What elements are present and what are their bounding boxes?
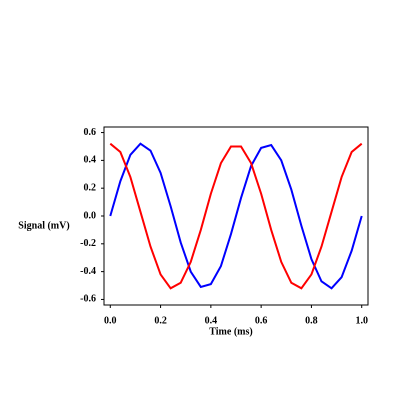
y-axis-label: Signal (mV)	[18, 220, 69, 231]
y-tick-label: -0.4	[80, 266, 96, 277]
x-tick-label: 0.2	[154, 315, 167, 326]
x-tick-label: 0.6	[255, 315, 268, 326]
y-tick-label: 0.2	[84, 182, 97, 193]
y-tick-label: -0.2	[80, 238, 96, 249]
y-tick-label: 0.6	[84, 127, 97, 138]
y-tick-label: -0.6	[80, 294, 96, 305]
x-tick-label: 0.4	[205, 315, 218, 326]
x-tick-label: 1.0	[355, 315, 368, 326]
x-tick-label: 0.8	[305, 315, 318, 326]
series-line	[109, 142, 363, 290]
y-tick-label: 0.0	[84, 210, 97, 221]
y-tick-label: 0.4	[84, 155, 97, 166]
x-tick-label: 0.0	[104, 315, 117, 326]
series-line	[109, 142, 363, 290]
x-axis-label: Time (ms)	[209, 326, 252, 337]
